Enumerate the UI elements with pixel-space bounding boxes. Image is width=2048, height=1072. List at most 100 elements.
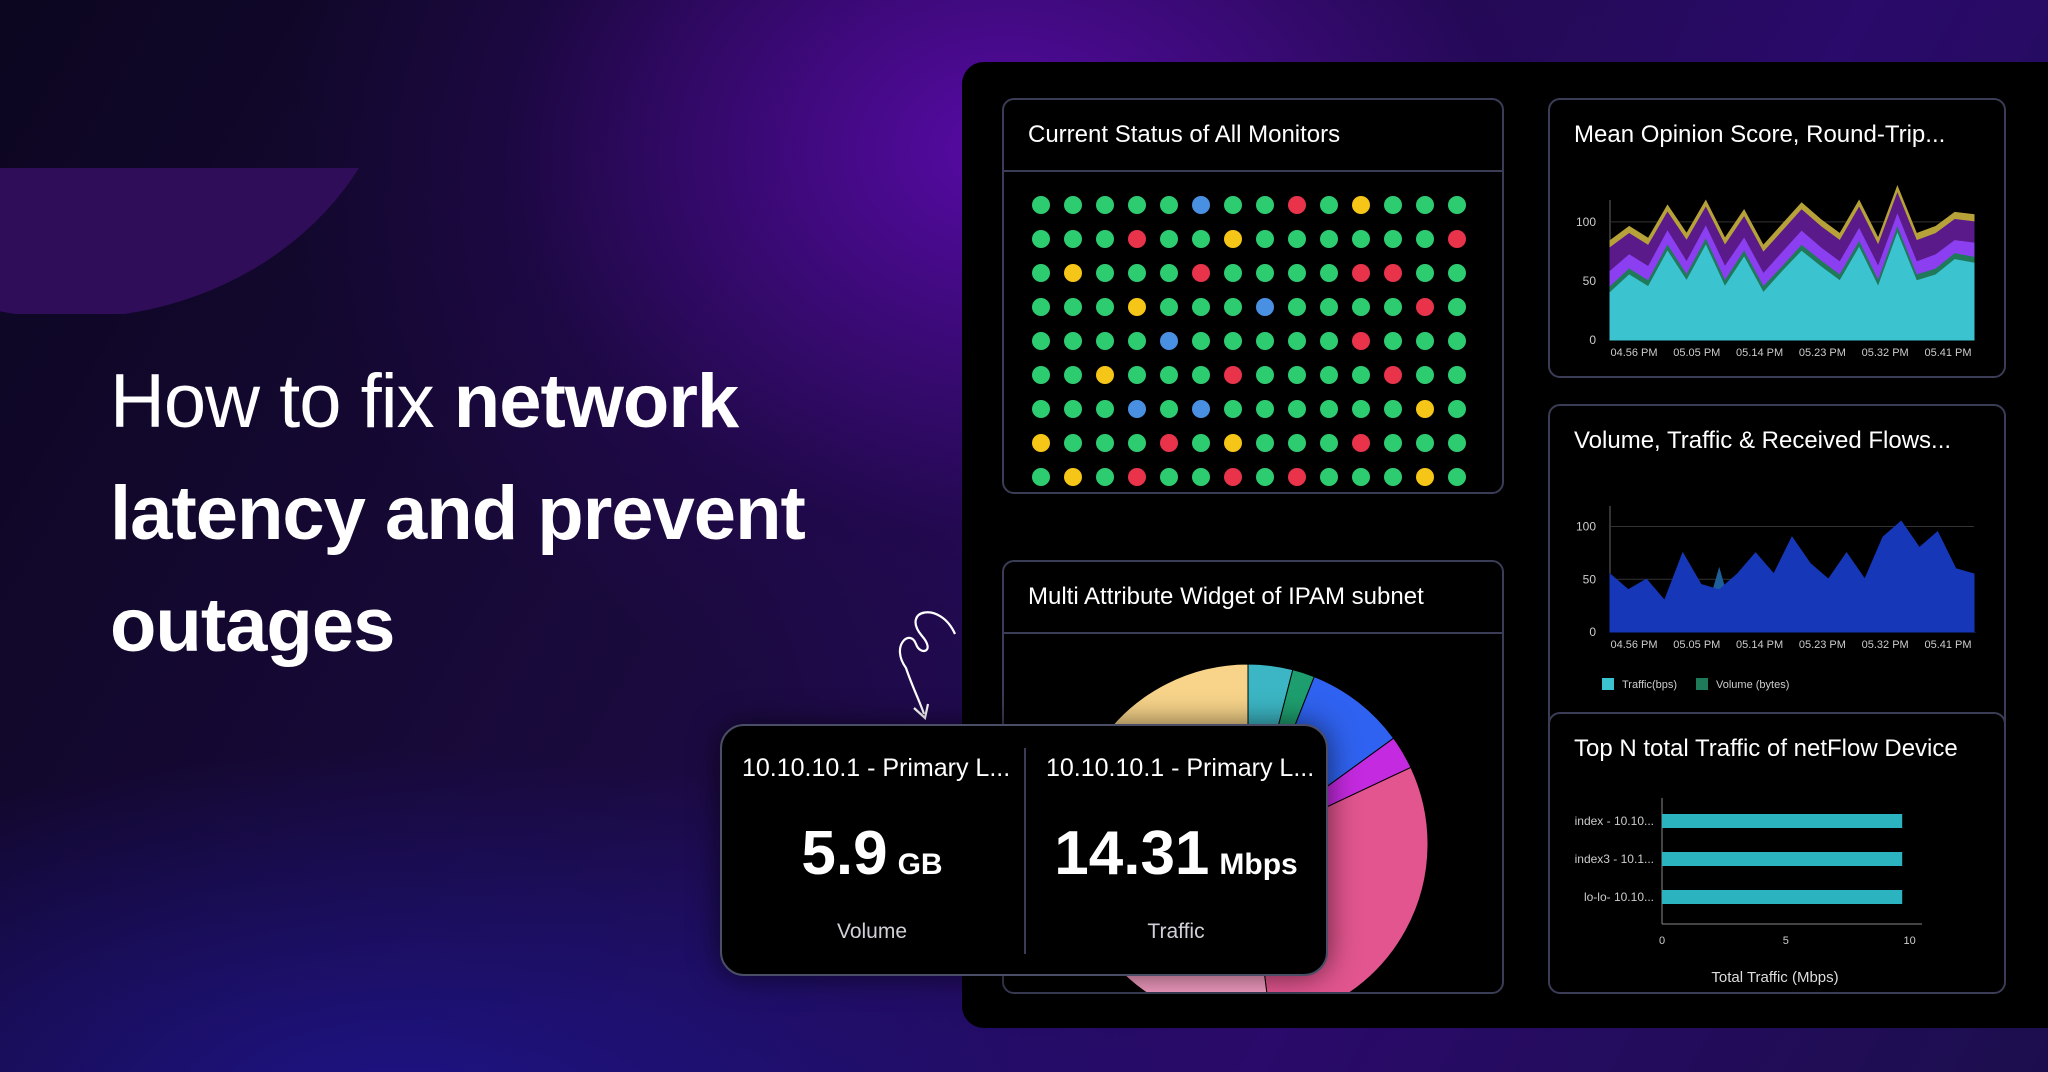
status-dot-down (1128, 468, 1146, 486)
status-dot-up (1448, 468, 1466, 486)
status-dot-up (1192, 434, 1210, 452)
status-dot-up (1064, 230, 1082, 248)
legend-swatch (1696, 678, 1708, 690)
x-tick-label: 05.14 PM (1736, 347, 1783, 359)
y-tick-label: 0 (1589, 333, 1596, 347)
status-dot-up (1288, 434, 1306, 452)
status-dot-down (1160, 434, 1178, 452)
headline-bold-3: outages (110, 583, 395, 668)
x-tick-label: 04.56 PM (1610, 347, 1657, 359)
status-dot-up (1448, 366, 1466, 384)
legend-label: Volume (bytes) (1716, 679, 1789, 691)
volume-value: 5.9 (801, 819, 888, 888)
status-dot-up (1224, 264, 1242, 282)
status-dot-up (1288, 230, 1306, 248)
area-series (1609, 232, 1975, 341)
x-tick-label: 05.14 PM (1736, 639, 1783, 651)
y-tick-label: 50 (1583, 274, 1597, 288)
status-dot-up (1096, 400, 1114, 418)
curly-arrow-icon (899, 611, 957, 721)
legend-label: Traffic(bps) (1622, 679, 1677, 691)
status-dot-up (1416, 264, 1434, 282)
status-dot-up (1256, 366, 1274, 384)
status-dot-trouble (1416, 400, 1434, 418)
status-dot-up (1032, 332, 1050, 350)
status-card-title: Current Status of All Monitors (1004, 100, 1502, 172)
status-dot-down (1288, 196, 1306, 214)
mos-area-chart: 0 50 100 04.56 PM 05.05 PM 05.14 PM 05.23 PM 05… (1576, 185, 1975, 359)
status-dot-up (1064, 298, 1082, 316)
status-dot-up (1448, 264, 1466, 282)
status-dot-up (1256, 400, 1274, 418)
status-dot-up (1256, 332, 1274, 350)
status-dot-up (1448, 400, 1466, 418)
topn-card: Top N total Traffic of netFlow Device in… (1548, 712, 2006, 994)
area-series (1609, 520, 1975, 633)
status-dot-up (1192, 366, 1210, 384)
y-tick-label: 0 (1589, 625, 1596, 639)
status-dot-up (1416, 332, 1434, 350)
status-dot-down (1128, 230, 1146, 248)
status-dot-down (1384, 264, 1402, 282)
status-dot-up (1128, 264, 1146, 282)
status-dot-up (1224, 298, 1242, 316)
status-dot-up (1064, 366, 1082, 384)
decorative-arc (0, 168, 396, 314)
headline-bold-2: latency and prevent (110, 471, 806, 556)
status-dot-up (1224, 332, 1242, 350)
bar-category-label: lo-lo- 10.10... (1584, 890, 1654, 904)
status-dot-up (1384, 196, 1402, 214)
status-dot-up (1416, 230, 1434, 248)
traffic-value: 14.31 (1054, 819, 1210, 888)
bar (1662, 852, 1903, 866)
mos-card-title: Mean Opinion Score, Round-Trip... (1574, 121, 1946, 148)
bar-category-label: index - 10.10... (1575, 814, 1654, 828)
status-dot-up (1320, 196, 1338, 214)
status-dot-up (1128, 196, 1146, 214)
status-dot-trouble (1224, 434, 1242, 452)
status-dot-grid (1032, 196, 1472, 486)
status-dot-up (1064, 400, 1082, 418)
status-dot-down (1224, 366, 1242, 384)
headline: How to fix network latency and prevent o… (110, 346, 870, 682)
status-dot-up (1320, 468, 1338, 486)
status-dot-trouble (1064, 468, 1082, 486)
status-dot-up (1064, 196, 1082, 214)
legend-swatch (1602, 678, 1614, 690)
status-dot-up (1320, 400, 1338, 418)
status-dot-maintenance (1192, 400, 1210, 418)
status-dot-up (1352, 298, 1370, 316)
status-dot-up (1192, 468, 1210, 486)
status-dot-up (1032, 400, 1050, 418)
volume-metric-value: 5.9 GB (722, 818, 1022, 889)
status-dot-down (1192, 264, 1210, 282)
status-dot-trouble (1416, 468, 1434, 486)
status-dot-up (1224, 196, 1242, 214)
status-dot-up (1256, 196, 1274, 214)
y-tick-label: 100 (1576, 215, 1596, 229)
status-dot-up (1096, 196, 1114, 214)
volume-card-title: Volume, Traffic & Received Flows... (1574, 427, 1952, 454)
status-dot-up (1096, 264, 1114, 282)
status-dot-up (1288, 400, 1306, 418)
status-dot-up (1160, 298, 1178, 316)
status-dot-up (1192, 230, 1210, 248)
traffic-unit: Mbps (1219, 848, 1298, 881)
status-dot-up (1288, 298, 1306, 316)
status-dot-maintenance (1192, 196, 1210, 214)
status-dot-up (1448, 298, 1466, 316)
metric-divider (1024, 748, 1026, 954)
status-dot-up (1320, 298, 1338, 316)
status-dot-up (1064, 332, 1082, 350)
status-dot-trouble (1064, 264, 1082, 282)
bar (1662, 814, 1903, 828)
status-dot-up (1288, 332, 1306, 350)
status-dot-up (1160, 468, 1178, 486)
metric-card: 10.10.10.1 - Primary L... 5.9 GB Volume 1… (720, 724, 1328, 976)
status-dot-up (1160, 264, 1178, 282)
status-dot-trouble (1096, 366, 1114, 384)
status-dot-up (1128, 434, 1146, 452)
headline-bold-1: network (453, 359, 739, 444)
status-dot-up (1096, 230, 1114, 248)
status-dot-up (1032, 196, 1050, 214)
